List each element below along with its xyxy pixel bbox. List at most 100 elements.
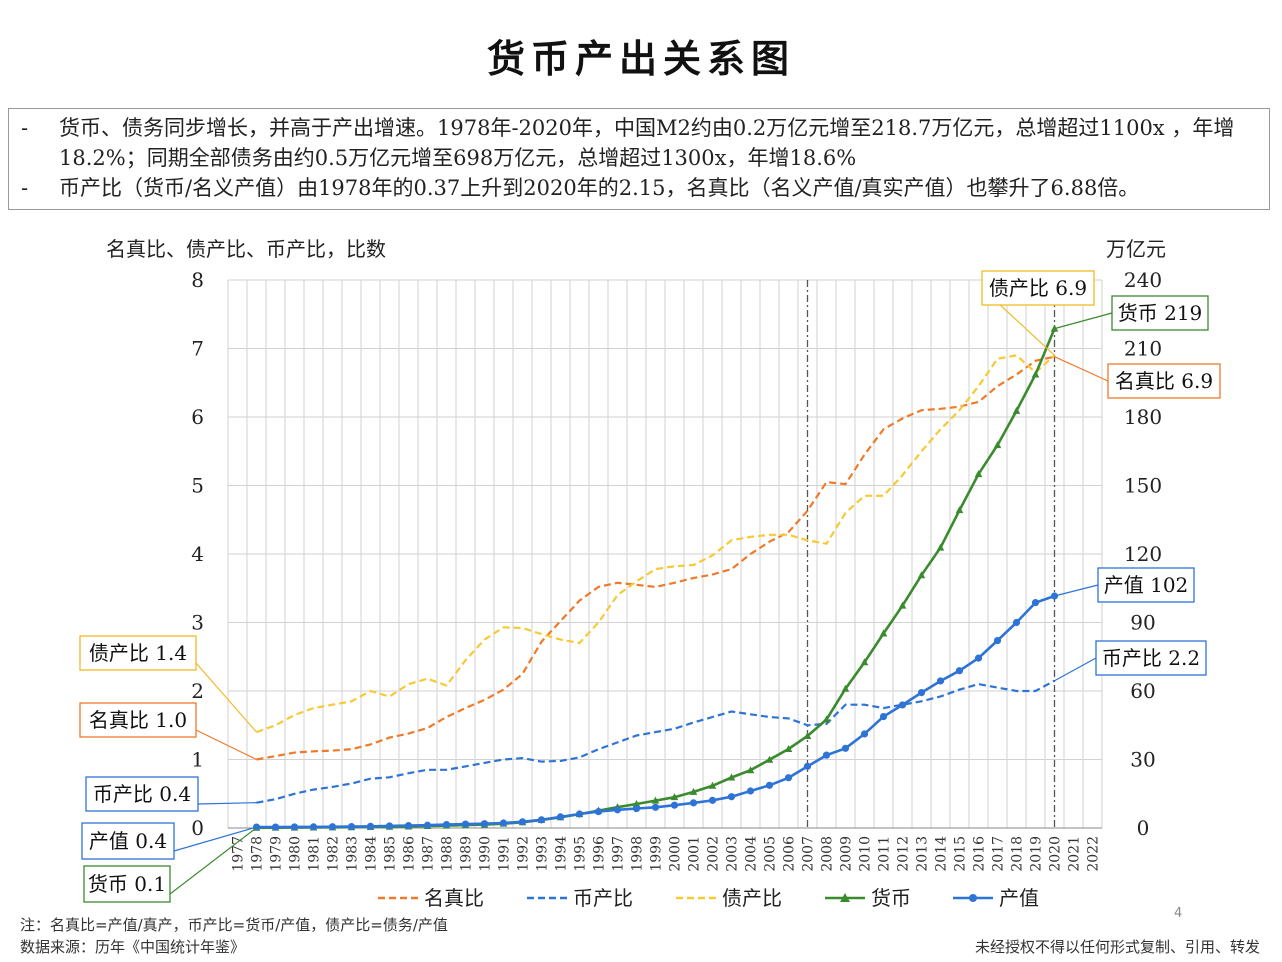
- y-right-tick-label: 210: [1124, 337, 1162, 361]
- y-left-tick-label: 6: [191, 405, 204, 429]
- point-货币: [689, 787, 698, 795]
- point-产值: [955, 667, 964, 675]
- point-产值: [499, 819, 508, 827]
- x-tick-label: 2020: [1048, 836, 1064, 872]
- point-货币: [974, 470, 983, 478]
- annotation-box: [83, 865, 171, 903]
- point-产值: [442, 820, 451, 829]
- series-line-产值: [256, 594, 1055, 829]
- series: [252, 324, 1059, 831]
- x-tick-label: 2014: [934, 836, 950, 872]
- y-left-tick-label: 8: [191, 268, 204, 292]
- annotation-box: [1097, 567, 1195, 603]
- x-tick-label: 2008: [820, 836, 836, 872]
- point-产值: [461, 820, 470, 828]
- legend-label-债产比: 债产比: [722, 886, 782, 910]
- x-tick-label: 1994: [554, 836, 570, 872]
- series-line-货币: [256, 328, 1056, 830]
- x-tick-label: 1980: [288, 836, 304, 872]
- point-产值: [841, 744, 850, 752]
- x-tick-label: 2004: [744, 836, 760, 872]
- summary-text-1: 货币、债务同步增长，并高于产出增速。1978年-2020年，中国M2约由0.2万…: [59, 116, 1235, 170]
- x-tick-label: 2013: [915, 836, 931, 872]
- point-产值: [271, 823, 280, 831]
- y-right-tick-label: 90: [1130, 611, 1155, 635]
- annotation-box: [1095, 640, 1207, 676]
- y-right-tick-label: 240: [1124, 268, 1162, 292]
- point-货币: [784, 744, 793, 752]
- point-产值: [423, 821, 432, 829]
- legend-marker: [969, 894, 977, 902]
- annotation-box: [79, 702, 197, 738]
- point-产值: [328, 823, 337, 831]
- annotation-box: [85, 776, 199, 812]
- point-产值: [746, 787, 755, 795]
- annotation-label: 币产比 0.4: [93, 782, 191, 806]
- x-tick-label: 1981: [307, 836, 323, 872]
- point-货币: [841, 684, 850, 692]
- x-tick-label: 1995: [573, 836, 589, 872]
- x-tick-label: 2002: [706, 836, 722, 872]
- annotation-label: 名真比 6.9: [1115, 369, 1213, 393]
- point-产值: [385, 822, 394, 830]
- series-line-名真比: [256, 355, 1055, 761]
- x-tick-label: 1985: [383, 836, 399, 872]
- x-tick-label: 2017: [991, 836, 1007, 872]
- point-产值: [689, 799, 698, 807]
- y-left-tick-label: 7: [191, 337, 204, 361]
- point-货币: [860, 658, 869, 666]
- grid: [227, 279, 1103, 829]
- point-产值: [575, 810, 584, 818]
- point-产值: [594, 808, 603, 816]
- y-right-axis-title: 万亿元: [1106, 237, 1166, 261]
- series-line-债产比: [256, 354, 1056, 734]
- y-left-axis-title: 名真比、债产比、币产比，比数: [106, 237, 386, 261]
- point-货币: [993, 441, 1002, 449]
- x-tick-label: 2005: [763, 836, 779, 872]
- point-产值: [784, 774, 793, 782]
- point-产值: [309, 823, 318, 831]
- y-left-tick-label: 3: [191, 611, 204, 635]
- rights-notice: 未经授权不得以任何形式复制、引用、转发: [974, 938, 1260, 956]
- annotation-leader: [1054, 584, 1099, 597]
- point-产值: [670, 801, 679, 809]
- x-tick-label: 1986: [402, 836, 418, 872]
- point-产值: [803, 762, 812, 770]
- point-产值: [727, 793, 736, 801]
- annotation-box: [81, 822, 175, 860]
- annotation-label: 产值 0.4: [89, 829, 167, 853]
- point-货币: [822, 715, 831, 723]
- x-tick-label: 2000: [668, 836, 684, 872]
- x-tick-label: 1990: [478, 836, 494, 872]
- x-tick-label: 2018: [1010, 836, 1026, 872]
- y-right-tick-label: 180: [1124, 405, 1162, 429]
- point-产值: [290, 823, 299, 831]
- x-tick-label: 1979: [269, 836, 285, 872]
- x-tick-label: 2001: [687, 836, 703, 872]
- point-产值: [1012, 618, 1021, 627]
- series-line-币产比: [256, 679, 1056, 804]
- x-tick-label: 2016: [972, 836, 988, 872]
- legend-label-产值: 产值: [999, 886, 1039, 910]
- page-number: 4: [1174, 906, 1183, 921]
- point-产值: [613, 806, 622, 814]
- annotation-box: [1111, 295, 1209, 331]
- annotation-label: 债产比 1.4: [89, 641, 187, 665]
- point-产值: [366, 822, 375, 830]
- y-left-tick-label: 2: [191, 679, 204, 703]
- x-tick-label: 2012: [896, 836, 912, 872]
- x-tick-label: 1992: [516, 836, 532, 872]
- annotations: 债产比 1.4 名真比 1.0 币产比 0.4 产值 0.4 货币 0.1 债产比 6.9…: [79, 270, 1221, 903]
- annotation-leader: [173, 826, 257, 852]
- point-货币: [765, 755, 774, 763]
- x-tick-label: 1991: [497, 836, 513, 872]
- point-货币: [1012, 406, 1021, 414]
- annotation-box: [79, 635, 197, 671]
- point-产值: [765, 781, 774, 789]
- summary-box: - 货币、债务同步增长，并高于产出增速。1978年-2020年，中国M2约由0.…: [8, 108, 1270, 210]
- legend-label-货币: 货币: [871, 886, 911, 910]
- annotation-label: 币产比 2.2: [1102, 646, 1200, 670]
- point-产值: [480, 820, 489, 828]
- annotation-label: 名真比 1.0: [89, 708, 187, 732]
- point-产值: [898, 701, 907, 709]
